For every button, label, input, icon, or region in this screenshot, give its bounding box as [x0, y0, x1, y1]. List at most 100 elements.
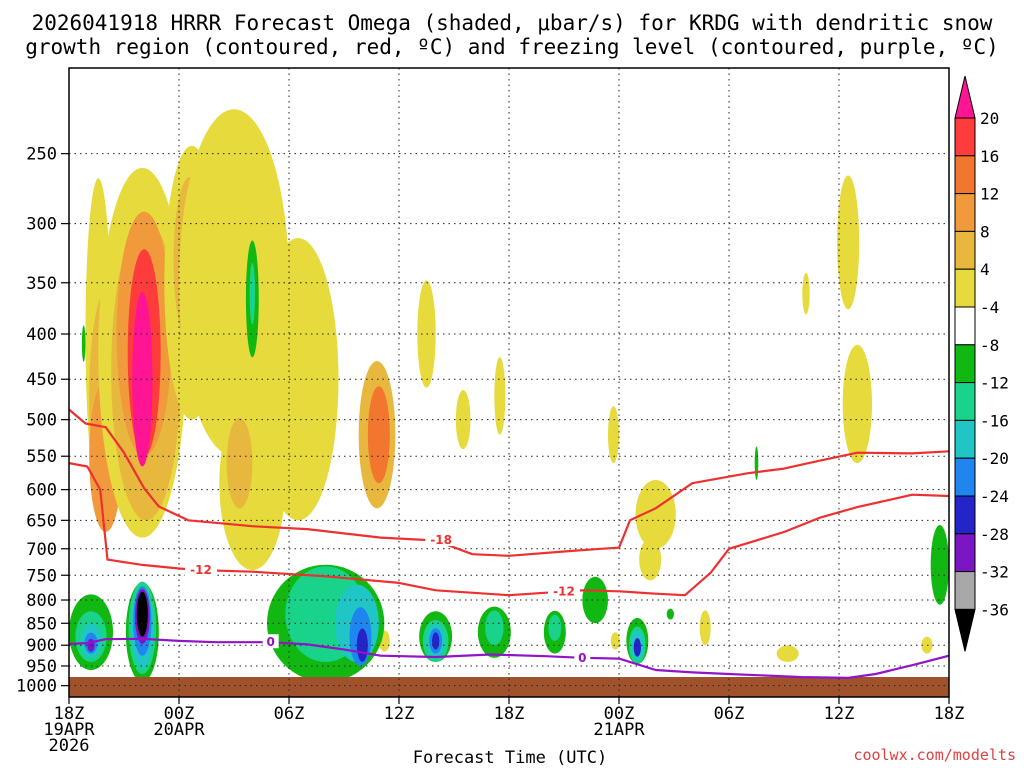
- omega-cell-56: [548, 614, 562, 641]
- contour-label-bg-1: [185, 562, 217, 577]
- colorbar-top-arrow: [954, 75, 976, 119]
- omega-cell-7: [132, 291, 153, 467]
- colorbar-label-11: -28: [980, 525, 1009, 544]
- omega-cell-18: [494, 357, 506, 435]
- contour-label-bg-4: [574, 649, 591, 664]
- ytick-label-250: 250: [26, 145, 57, 165]
- omega-cell-23: [776, 645, 799, 662]
- ytick-label-500: 500: [26, 411, 57, 431]
- xtick-line1-1: 00Z: [164, 704, 195, 724]
- colorbar-label-10: -24: [980, 487, 1009, 506]
- omega-cell-20: [635, 479, 676, 549]
- xtick-line1-8: 18Z: [934, 704, 965, 724]
- xtick-line1-0: 18Z: [54, 704, 85, 724]
- ground-surface: [69, 677, 949, 697]
- omega-cell-37: [136, 591, 148, 637]
- xtick-line3-0: 2026: [49, 736, 90, 756]
- omega-cell-24: [837, 175, 860, 310]
- omega-cell-22: [699, 610, 711, 646]
- contour-label-1: -12: [190, 563, 212, 577]
- colorbar-seg-13: [954, 571, 976, 610]
- ytick-label-750: 750: [26, 566, 57, 586]
- omega-shading: [69, 109, 949, 682]
- colorbar-label-7: -12: [980, 374, 1009, 393]
- omega-cell-13: [257, 238, 339, 521]
- xtick-line1-5: 00Z: [604, 704, 635, 724]
- xtick-line2-0: 19APR: [43, 720, 95, 740]
- contour-3: [69, 637, 949, 679]
- omega-cell-68: [930, 524, 949, 605]
- omega-cell-57: [582, 576, 609, 624]
- colorbar-label-5: -4: [980, 298, 999, 317]
- omega-cell-19: [608, 406, 619, 464]
- omega-cell-17: [455, 390, 471, 450]
- colorbar-seg-11: [954, 495, 976, 535]
- xtick-line1-3: 12Z: [384, 704, 415, 724]
- ytick-label-600: 600: [26, 481, 57, 501]
- omega-cell-69: [81, 325, 86, 362]
- ytick-label-450: 450: [26, 370, 57, 390]
- xtick-line1-2: 06Z: [274, 704, 305, 724]
- omega-cell-62: [666, 608, 674, 620]
- ytick-label-1000: 1000: [16, 677, 57, 697]
- colorbar-label-4: 4: [980, 260, 990, 279]
- contour-label-bg-0: [425, 531, 458, 546]
- ytick-label-900: 900: [26, 636, 57, 656]
- omega-cell-27: [802, 272, 810, 315]
- ytick-label-700: 700: [26, 540, 57, 560]
- colorbar-bottom-arrow: [954, 608, 976, 652]
- ytick-label-350: 350: [26, 274, 57, 294]
- colorbar-seg-9: [954, 419, 976, 459]
- omega-cell-12: [226, 417, 253, 509]
- xtick-line1-7: 12Z: [824, 704, 855, 724]
- credit-link[interactable]: coolwx.com/modelts: [853, 746, 1016, 764]
- omega-cell-67: [754, 446, 759, 480]
- colorbar-seg-5: [954, 268, 976, 308]
- xtick-line2-1: 20APR: [153, 720, 205, 740]
- colorbar-label-9: -20: [980, 449, 1009, 468]
- contour-1: [69, 462, 949, 597]
- colorbar-label-2: 12: [980, 185, 999, 204]
- ytick-label-800: 800: [26, 591, 57, 611]
- omega-cell-21: [639, 538, 662, 581]
- contour-0: [69, 408, 949, 557]
- contour-label-bg-2: [548, 583, 580, 598]
- colorbar-label-12: -32: [980, 563, 1009, 582]
- temperature-contours: -18 -12 -12 0 0: [69, 408, 949, 679]
- grid-lines: [69, 68, 949, 697]
- x-axis-title: Forecast Time (UTC): [413, 748, 607, 768]
- colorbar-label-3: 8: [980, 222, 990, 241]
- omega-cell-64: [249, 262, 256, 325]
- colorbar-seg-8: [954, 382, 976, 421]
- colorbar-seg-2: [954, 155, 976, 195]
- ytick-label-950: 950: [26, 657, 57, 677]
- colorbar-label-6: -8: [980, 336, 999, 355]
- ytick-label-300: 300: [26, 215, 57, 235]
- omega-cell-31: [610, 632, 620, 650]
- omega-cell-54: [485, 610, 504, 646]
- colorbar-label-13: -36: [980, 600, 1009, 619]
- colorbar-label-8: -16: [980, 411, 1009, 430]
- colorbar-seg-7: [954, 344, 976, 384]
- omega-cell-15: [367, 386, 390, 484]
- contour-label-bg-3: [262, 634, 279, 649]
- colorbar-seg-6: [954, 306, 976, 346]
- colorbar-seg-12: [954, 533, 976, 573]
- ytick-label-850: 850: [26, 614, 57, 634]
- omega-cell-61: [633, 638, 641, 657]
- colorbar-seg-4: [954, 230, 976, 270]
- omega-cell-25: [842, 344, 872, 464]
- contour-label-4: 0: [578, 651, 586, 665]
- chart-title-line2: growth region (contoured, red, ºC) and f…: [25, 35, 999, 59]
- omega-cell-52: [432, 632, 440, 650]
- chart-title-line1: 2026041918 HRRR Forecast Omega (shaded, …: [32, 11, 993, 35]
- colorbar-label-0: 20: [980, 109, 999, 128]
- ytick-label-400: 400: [26, 325, 57, 345]
- contour-label-3: 0: [266, 635, 274, 649]
- xtick-line2-5: 21APR: [593, 720, 645, 740]
- ytick-label-650: 650: [26, 511, 57, 531]
- colorbar-seg-10: [954, 457, 976, 497]
- ytick-label-550: 550: [26, 447, 57, 467]
